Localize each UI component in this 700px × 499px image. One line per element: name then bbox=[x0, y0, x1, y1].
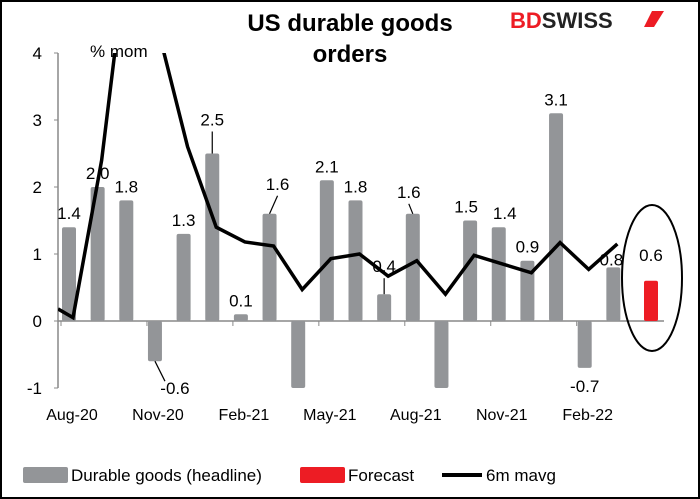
legend-item: 6m mavg bbox=[442, 466, 556, 485]
mavg-line bbox=[58, 53, 619, 321]
x-tick-label: Feb-21 bbox=[219, 407, 270, 424]
data-label: 0.9 bbox=[516, 238, 540, 257]
data-label: 2.1 bbox=[315, 157, 339, 176]
data-label: 0.6 bbox=[639, 246, 663, 265]
bar bbox=[119, 200, 134, 321]
bdswiss-logo: BDSWISS bbox=[510, 8, 664, 33]
legend-label: 6m mavg bbox=[486, 466, 556, 485]
legend: Durable goods (headline) Forecast 6m mavg bbox=[23, 466, 556, 485]
data-label: 1.6 bbox=[397, 183, 421, 202]
data-label: 2.0 bbox=[86, 164, 110, 183]
bar bbox=[262, 213, 277, 321]
bar bbox=[205, 153, 220, 321]
legend-label: Durable goods (headline) bbox=[71, 466, 262, 485]
legend-item: Forecast bbox=[300, 466, 414, 485]
bar bbox=[606, 267, 621, 321]
data-label: -0.6 bbox=[160, 379, 189, 398]
forecast-bar bbox=[644, 280, 658, 321]
bar bbox=[463, 220, 478, 321]
bar bbox=[319, 180, 334, 321]
bar bbox=[405, 213, 420, 321]
bar bbox=[233, 314, 248, 321]
bar bbox=[520, 260, 535, 321]
logo-swiss: SWISS bbox=[542, 8, 613, 33]
data-label: -0.7 bbox=[570, 377, 599, 396]
legend-item: Durable goods (headline) bbox=[23, 466, 262, 485]
y-axis-label: % mom bbox=[90, 42, 148, 61]
data-label: 0.8 bbox=[600, 250, 624, 269]
bar bbox=[348, 200, 363, 321]
bar bbox=[491, 227, 506, 321]
data-label: 1.8 bbox=[114, 177, 138, 196]
data-label: 1.4 bbox=[57, 204, 81, 223]
data-label: 1.5 bbox=[454, 198, 478, 217]
svg-text:BDSWISS: BDSWISS bbox=[510, 8, 613, 33]
legend-swatch bbox=[23, 467, 68, 483]
data-label: 2.5 bbox=[200, 111, 224, 130]
legend-label: Forecast bbox=[348, 466, 414, 485]
y-tick-label: 1 bbox=[33, 245, 42, 264]
y-tick-label: 2 bbox=[33, 178, 42, 197]
logo-flag-icon bbox=[644, 11, 664, 27]
x-tick-label: Aug-21 bbox=[390, 407, 442, 424]
x-tick-label: May-21 bbox=[303, 407, 356, 424]
bar bbox=[577, 321, 592, 368]
chart-title-line2: orders bbox=[313, 41, 388, 68]
y-tick-label: -1 bbox=[27, 379, 42, 398]
bar bbox=[549, 113, 564, 321]
data-label: 1.6 bbox=[266, 175, 290, 194]
data-label: 3.1 bbox=[544, 90, 568, 109]
forecast-highlight-ellipse bbox=[621, 204, 683, 352]
x-tick-label: Nov-21 bbox=[476, 407, 528, 424]
data-label-leader bbox=[154, 360, 166, 382]
data-label: 1.8 bbox=[344, 177, 368, 196]
y-tick-label: 0 bbox=[33, 312, 42, 331]
y-tick-label: 4 bbox=[33, 44, 42, 63]
bar bbox=[90, 187, 105, 321]
bar bbox=[176, 233, 191, 321]
bar bbox=[147, 321, 162, 362]
legend-swatch bbox=[300, 467, 345, 483]
data-label: 1.3 bbox=[172, 211, 196, 230]
bar bbox=[434, 321, 449, 388]
data-label: 0.1 bbox=[229, 291, 253, 310]
x-tick-label: Feb-22 bbox=[562, 407, 613, 424]
chart-title-line1: US durable goods bbox=[247, 10, 452, 37]
y-tick-label: 3 bbox=[33, 111, 42, 130]
data-label: 1.4 bbox=[493, 204, 517, 223]
bar bbox=[62, 227, 76, 321]
x-tick-label: Aug-20 bbox=[46, 407, 98, 424]
data-label: 0.4 bbox=[372, 257, 396, 276]
bar bbox=[291, 321, 306, 388]
x-tick-label: Nov-20 bbox=[132, 407, 184, 424]
data-label-leader bbox=[269, 195, 279, 215]
bar bbox=[377, 294, 392, 321]
data-label-leader bbox=[408, 203, 414, 215]
logo-bd: BD bbox=[510, 8, 542, 33]
